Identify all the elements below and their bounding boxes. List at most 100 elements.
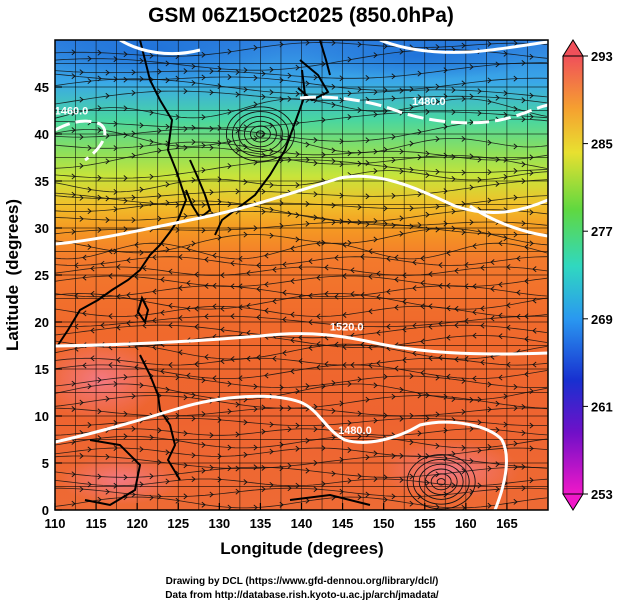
- wind-arrow: [529, 170, 534, 176]
- chart-title: GSM 06Z15Oct2025 (850.0hPa): [148, 4, 454, 27]
- wind-arrow: [298, 358, 303, 365]
- wind-arrow: [443, 123, 448, 130]
- wind-arrow: [464, 262, 469, 268]
- wind-arrow: [97, 194, 102, 201]
- wind-arrow: [243, 231, 248, 238]
- wind-arrow: [394, 304, 399, 311]
- wind-arrow: [487, 40, 492, 47]
- wind-arrow: [217, 124, 222, 131]
- wind-arrow: [417, 129, 422, 135]
- wind-arrow: [339, 192, 344, 199]
- colorbar-label: 269: [591, 312, 613, 327]
- wind-arrow: [498, 281, 503, 288]
- wind-arrow: [168, 322, 173, 329]
- wind-arrow: [243, 419, 248, 426]
- wind-arrow: [235, 431, 240, 438]
- wind-arrow: [253, 464, 258, 471]
- wind-arrow: [428, 303, 433, 310]
- swirl-ring: [418, 463, 464, 500]
- wind-arrow: [521, 161, 526, 168]
- wind-arrow: [409, 166, 414, 173]
- wind-arrow: [368, 308, 373, 315]
- wind-arrow: [160, 368, 165, 375]
- wind-arrow: [269, 206, 274, 213]
- wind-arrow: [521, 403, 526, 410]
- wind-arrow: [126, 257, 131, 264]
- wind-arrow: [261, 70, 266, 77]
- wind-arrow: [178, 349, 183, 356]
- wind-arrow: [490, 315, 495, 322]
- wind-arrow: [269, 182, 274, 188]
- wind-arrow: [513, 40, 518, 47]
- wind-arrow: [282, 289, 287, 296]
- swirl-ring: [231, 111, 289, 157]
- wind-arrow: [383, 146, 388, 153]
- wind-arrow: [105, 395, 110, 402]
- wind-arrow: [373, 111, 378, 118]
- wind-arrow: [261, 93, 266, 100]
- wind-arrow: [454, 322, 459, 329]
- wind-arrow: [443, 427, 448, 434]
- wind-arrow: [152, 344, 157, 351]
- wind-arrow: [123, 197, 128, 204]
- wind-arrow: [272, 298, 277, 305]
- wind-arrow: [503, 421, 508, 428]
- wind-arrow: [217, 65, 222, 72]
- wind-arrow: [451, 176, 456, 182]
- wind-arrow: [521, 60, 526, 66]
- wind-arrow: [298, 334, 303, 341]
- wind-arrow: [324, 290, 329, 297]
- wind-arrow: [201, 377, 206, 384]
- wind-arrow: [79, 162, 84, 169]
- y-tick-label: 5: [42, 456, 49, 471]
- wind-arrow: [282, 350, 287, 356]
- wind-arrow: [186, 245, 191, 252]
- wind-arrow: [503, 156, 508, 163]
- streamline: [55, 364, 548, 379]
- colorbar: 293 285 277 269 261 253: [562, 39, 613, 511]
- wind-arrow: [201, 114, 206, 121]
- wind-arrow: [235, 188, 240, 195]
- wind-arrow: [435, 44, 440, 51]
- wind-arrow: [113, 188, 118, 195]
- wind-arrow: [131, 89, 136, 96]
- streamline: [55, 324, 548, 339]
- wind-arrow: [220, 326, 225, 333]
- wind-arrow: [157, 127, 162, 134]
- wind-arrow: [113, 120, 118, 127]
- wind-arrow: [279, 441, 284, 448]
- wind-arrow: [454, 356, 459, 363]
- wind-arrow: [116, 357, 121, 363]
- wind-arrow: [139, 143, 144, 150]
- coastline-philippines: [139, 354, 181, 481]
- wind-arrow: [331, 40, 336, 46]
- wind-arrow: [298, 264, 303, 271]
- wind-arrow: [357, 473, 362, 480]
- wind-arrow: [425, 226, 430, 233]
- wind-arrow: [513, 383, 518, 390]
- wind-arrow: [212, 303, 217, 310]
- wind-arrow: [105, 132, 110, 139]
- wind-arrow: [123, 51, 128, 58]
- wind-arrow: [425, 108, 430, 115]
- wind-arrow: [412, 285, 417, 292]
- wind-arrow: [261, 130, 266, 137]
- wind-arrow: [503, 111, 508, 118]
- wind-arrow: [168, 362, 173, 368]
- coastline-taiwan: [136, 295, 150, 325]
- wind-arrow: [409, 412, 414, 419]
- wind-arrow: [376, 329, 381, 336]
- wind-arrow: [443, 188, 448, 195]
- wind-arrow: [495, 180, 500, 187]
- wind-arrow: [347, 56, 352, 63]
- wind-arrow: [209, 125, 214, 132]
- wind-arrow: [97, 435, 102, 442]
- streamline: [55, 147, 548, 169]
- wind-arrow: [409, 373, 414, 380]
- wind-arrow: [90, 290, 95, 297]
- wind-arrow: [269, 122, 274, 129]
- warm-region-philippines: [55, 340, 160, 420]
- wind-arrow: [238, 283, 243, 290]
- streamline: [55, 266, 548, 276]
- wind-arrow: [230, 260, 235, 267]
